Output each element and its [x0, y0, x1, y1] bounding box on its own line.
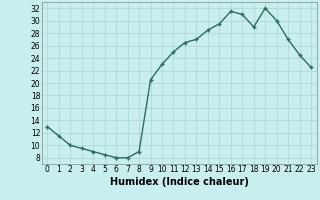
X-axis label: Humidex (Indice chaleur): Humidex (Indice chaleur): [110, 177, 249, 187]
